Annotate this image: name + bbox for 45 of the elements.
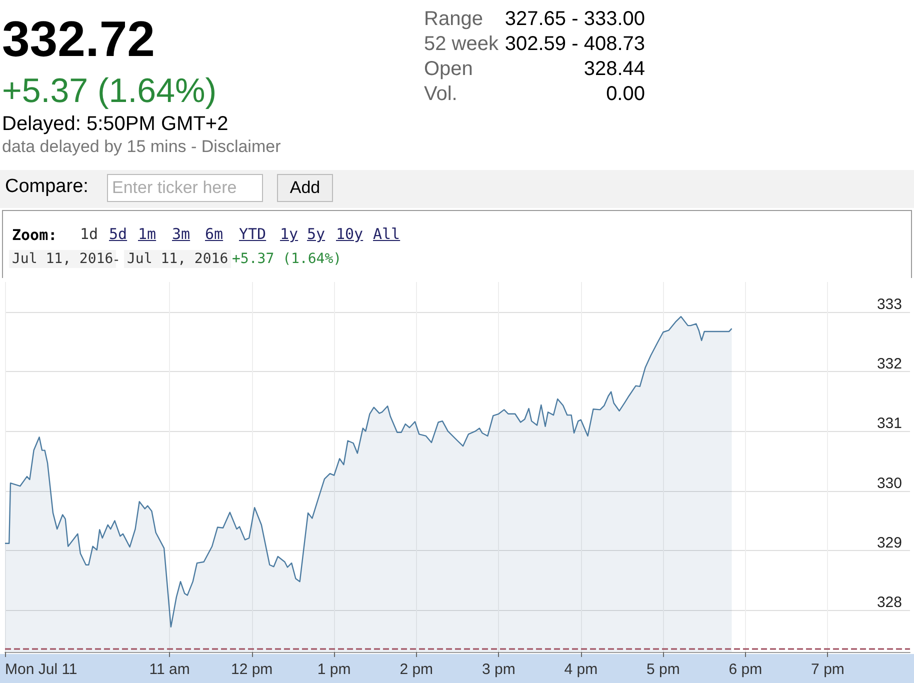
- text: 6m: [205, 225, 224, 243]
- text: 1y: [280, 225, 298, 243]
- y-tick-label: 333: [876, 296, 902, 313]
- x-tick-label: 7 pm: [811, 661, 844, 678]
- text: data delayed by 15 mins - Disclaimer: [2, 137, 281, 157]
- x-tick-label: 1 pm: [317, 661, 351, 678]
- text: 5y: [307, 225, 326, 243]
- x-tick-label: 4 pm: [564, 661, 598, 678]
- y-tick-label: 330: [876, 474, 902, 492]
- date-field: Jul 11, 2016: [124, 250, 232, 268]
- x-tick-label: 5 pm: [646, 661, 680, 678]
- text: Zoom:: [12, 226, 58, 244]
- ticker-field: Enter ticker here: [107, 174, 263, 202]
- y-tick-label: 329: [876, 534, 902, 552]
- text: 302.59 - 408.73: [504, 33, 645, 56]
- x-tick-label: 12 pm: [230, 661, 273, 678]
- x-tick-label: 2 pm: [400, 661, 434, 678]
- text: 52 week: [424, 33, 498, 56]
- chart-title: 332.72: [2, 10, 155, 68]
- text: 5d: [109, 225, 128, 243]
- text: 3m: [172, 225, 190, 243]
- text: 327.65 - 333.00: [504, 8, 645, 31]
- add-button: Add: [277, 174, 333, 202]
- text: Range: [424, 8, 483, 31]
- text: Compare:: [5, 176, 88, 198]
- text: 10y: [336, 225, 364, 243]
- text: 1m: [138, 225, 156, 243]
- x-tick-label: 6 pm: [728, 661, 762, 678]
- y-tick-label: 331: [876, 415, 902, 432]
- text: Vol.: [424, 83, 458, 106]
- text: 0.00: [606, 83, 645, 106]
- text: Delayed: 5:50PM GMT+2: [2, 113, 228, 136]
- y-tick-label: 328: [876, 594, 902, 612]
- x-tick-label: 11 am: [149, 661, 190, 678]
- x-tick-label: Mon Jul 11: [5, 661, 78, 678]
- y-tick-label: 332: [876, 356, 902, 373]
- text: -: [114, 251, 119, 267]
- text: YTD: [239, 225, 266, 243]
- text: +5.37 (1.64%): [232, 251, 342, 267]
- text: 328.44: [584, 58, 645, 81]
- x-tick-label: 3 pm: [482, 661, 516, 678]
- text: Open: [424, 58, 473, 81]
- text: All: [373, 225, 400, 243]
- text: 1d: [80, 225, 98, 243]
- chart-subtitle: +5.37 (1.64%): [2, 72, 217, 111]
